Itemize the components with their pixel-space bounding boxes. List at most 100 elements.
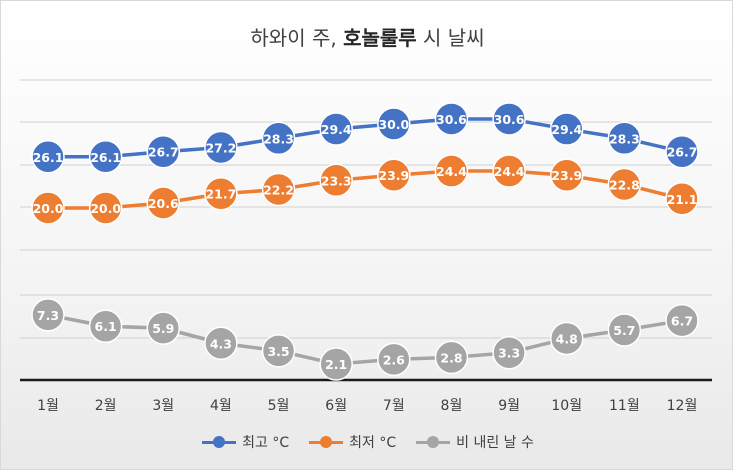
data-label-rain: 3.3 [498, 346, 520, 361]
legend-item-low: 최저 °C [309, 432, 396, 452]
data-label-low: 21.1 [667, 192, 698, 207]
data-point-high [31, 140, 65, 174]
x-tick-label: 7월 [383, 398, 405, 414]
legend-rain-symbol [416, 436, 451, 448]
data-label-high: 29.4 [321, 122, 352, 137]
data-label-high: 29.4 [551, 122, 582, 137]
data-point-high [434, 102, 469, 136]
data-point-high [377, 107, 411, 141]
data-point-high [204, 130, 238, 165]
data-point-low [492, 154, 526, 188]
data-point-rain [377, 342, 411, 377]
title-part-3: 시 날씨 [416, 26, 485, 50]
x-tick-label: 5월 [268, 398, 290, 414]
data-point-low [204, 176, 238, 211]
x-tick-label: 8월 [441, 398, 463, 414]
data-point-rain [319, 347, 353, 381]
data-point-low [31, 191, 65, 225]
data-point-low [434, 154, 469, 188]
data-label-low: 22.2 [263, 183, 294, 198]
legend-item-high: 최고 °C [202, 432, 289, 452]
data-label-rain: 5.9 [152, 321, 174, 336]
series-line-low [48, 169, 683, 210]
data-point-rain [665, 303, 699, 338]
data-point-rain [607, 313, 642, 347]
data-label-rain: 2.8 [440, 350, 462, 365]
data-point-rain [146, 311, 181, 345]
data-point-rain [204, 326, 238, 361]
x-tick-label: 4월 [210, 398, 232, 414]
data-point-low [88, 191, 123, 225]
data-label-high: 26.7 [667, 145, 698, 160]
legend-low-symbol [309, 436, 344, 448]
x-tick-label: 10월 [551, 398, 582, 414]
x-tick-label: 12월 [667, 398, 698, 414]
title-part-1: 하와이 주, [250, 26, 344, 50]
data-point-low [607, 167, 642, 202]
data-label-high: 26.7 [148, 145, 179, 160]
series-line-rain [47, 313, 683, 366]
data-label-rain: 5.7 [613, 323, 635, 338]
legend-item-rain: 비 내린 날 수 [416, 432, 534, 452]
data-point-rain [492, 335, 526, 370]
data-label-low: 22.8 [609, 177, 640, 192]
data-point-low [665, 182, 699, 216]
data-point-low [377, 158, 411, 192]
data-point-low [549, 158, 584, 192]
data-point-low [319, 163, 353, 198]
data-label-rain: 6.1 [95, 319, 117, 334]
data-label-rain: 3.5 [267, 344, 289, 359]
data-label-rain: 6.7 [671, 314, 693, 329]
x-tick-label: 9월 [498, 398, 520, 414]
chart-title: 하와이 주, 호놀룰루 시 날씨 [0, 22, 735, 51]
legend-label-low: 최저 °C [349, 435, 397, 451]
legend: 최고 °C 최저 °C 비 내린 날 수 [192, 428, 544, 456]
data-point-high [88, 140, 123, 174]
data-label-low: 23.9 [551, 168, 582, 183]
data-label-high: 30.6 [436, 112, 467, 127]
series-line-high [48, 117, 683, 159]
data-label-low: 21.7 [205, 187, 236, 202]
data-label-low: 20.0 [33, 201, 64, 216]
legend-high-symbol [202, 436, 237, 448]
data-label-high: 30.6 [494, 112, 525, 127]
data-point-rain [31, 298, 65, 332]
data-point-rain [549, 321, 584, 356]
data-point-high [492, 102, 526, 136]
data-label-low: 23.9 [378, 168, 409, 183]
data-label-rain: 7.3 [37, 308, 59, 323]
data-label-high: 27.2 [205, 141, 236, 156]
data-point-high [607, 121, 642, 156]
data-label-low: 24.4 [494, 164, 525, 179]
x-tick-label: 1월 [37, 398, 59, 414]
data-point-rain [261, 334, 296, 368]
data-label-rain: 4.8 [556, 332, 578, 347]
data-label-high: 26.1 [33, 150, 64, 165]
data-point-high [261, 121, 296, 156]
x-tick-label: 6월 [325, 398, 347, 414]
data-label-high: 28.3 [263, 131, 294, 146]
data-point-high [665, 134, 699, 169]
data-label-high: 28.3 [609, 131, 640, 146]
x-tick-label: 3월 [152, 398, 174, 414]
data-label-high: 30.0 [378, 117, 409, 132]
data-label-low: 23.3 [321, 173, 352, 188]
data-label-high: 26.1 [90, 150, 121, 165]
data-label-rain: 2.1 [325, 357, 347, 372]
data-point-rain [434, 340, 469, 375]
data-label-low: 20.0 [90, 201, 121, 216]
x-tick-label: 2월 [95, 398, 117, 414]
data-label-low: 24.4 [436, 164, 467, 179]
data-point-low [146, 186, 181, 220]
data-label-rain: 2.6 [383, 352, 405, 367]
data-point-high [549, 112, 584, 146]
data-label-rain: 4.3 [210, 336, 232, 351]
data-point-low [261, 172, 296, 207]
data-label-low: 20.6 [148, 196, 179, 211]
data-point-high [319, 112, 353, 146]
data-point-high [146, 134, 181, 169]
title-part-2: 호놀룰루 [343, 26, 417, 50]
x-tick-label: 11월 [609, 398, 640, 414]
